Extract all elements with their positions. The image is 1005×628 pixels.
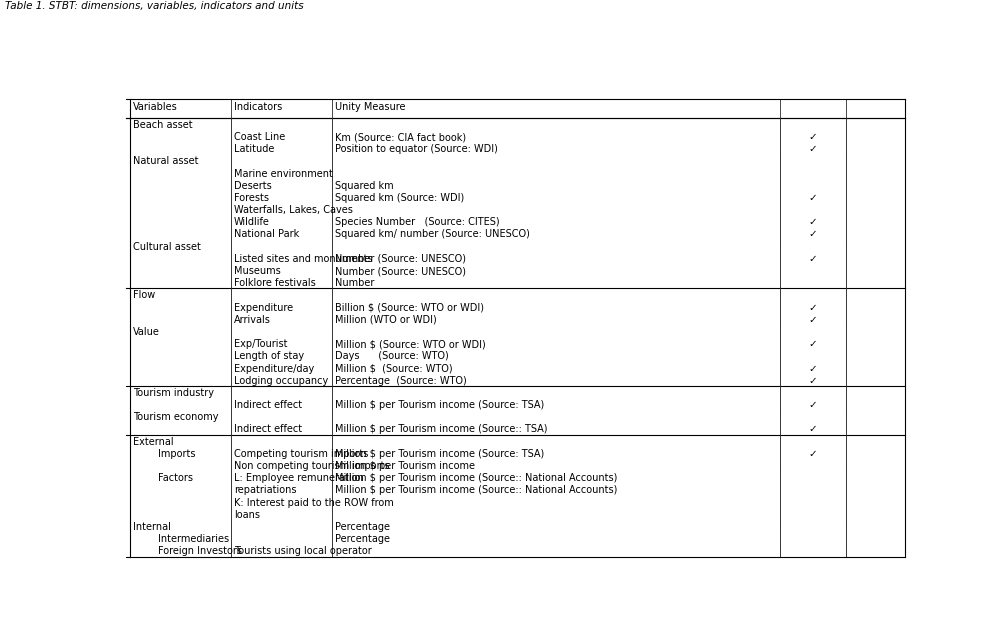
Text: Length of stay: Length of stay	[234, 351, 305, 361]
Text: Non competing tourism imports: Non competing tourism imports	[234, 461, 390, 471]
Text: Million $ per Tourism income (Source: TSA): Million $ per Tourism income (Source: TS…	[335, 449, 545, 459]
Text: Forests: Forests	[234, 193, 269, 203]
Text: ✓: ✓	[809, 425, 817, 435]
Text: repatriations: repatriations	[234, 485, 296, 495]
Text: Tourism industry: Tourism industry	[133, 388, 214, 398]
Text: ✓: ✓	[809, 376, 817, 386]
Text: Listed sites and monuments: Listed sites and monuments	[234, 254, 373, 264]
Text: Unity Measure: Unity Measure	[335, 102, 406, 112]
Text: ✓: ✓	[809, 144, 817, 154]
Text: K: Interest paid to the ROW from: K: Interest paid to the ROW from	[234, 497, 394, 507]
Text: Number: Number	[335, 278, 375, 288]
Text: ✓: ✓	[809, 364, 817, 374]
Text: ✓: ✓	[809, 400, 817, 410]
Text: Tourists using local operator: Tourists using local operator	[234, 546, 372, 556]
Text: Squared km: Squared km	[335, 181, 394, 191]
Text: Species Number   (Source: CITES): Species Number (Source: CITES)	[335, 217, 499, 227]
Text: Coast Line: Coast Line	[234, 132, 285, 142]
Text: Value: Value	[133, 327, 160, 337]
Text: Deserts: Deserts	[234, 181, 271, 191]
Text: ✓: ✓	[809, 217, 817, 227]
Text: Table 1. STBT: dimensions, variables, indicators and units: Table 1. STBT: dimensions, variables, in…	[5, 1, 304, 11]
Text: ✓: ✓	[809, 132, 817, 142]
Text: Factors: Factors	[133, 473, 193, 483]
Text: Lodging occupancy: Lodging occupancy	[234, 376, 329, 386]
Text: ✓: ✓	[809, 339, 817, 349]
Text: Flow: Flow	[133, 290, 155, 300]
Text: ✓: ✓	[809, 449, 817, 459]
Text: Indicators: Indicators	[234, 102, 282, 112]
Text: Number (Source: UNESCO): Number (Source: UNESCO)	[335, 266, 466, 276]
Text: Million $ per Tourism income (Source: TSA): Million $ per Tourism income (Source: TS…	[335, 400, 545, 410]
Text: Beach asset: Beach asset	[133, 120, 192, 130]
Text: Million $ (Source: WTO or WDI): Million $ (Source: WTO or WDI)	[335, 339, 485, 349]
Text: ✓: ✓	[809, 193, 817, 203]
Text: Percentage: Percentage	[335, 522, 390, 532]
Text: Expenditure: Expenditure	[234, 303, 293, 313]
Text: External: External	[133, 436, 173, 447]
Text: Million $ per Tourism income (Source:: National Accounts): Million $ per Tourism income (Source:: N…	[335, 485, 617, 495]
Text: Km (Source: CIA fact book): Km (Source: CIA fact book)	[335, 132, 466, 142]
Text: Latitude: Latitude	[234, 144, 274, 154]
Text: Wildlife: Wildlife	[234, 217, 269, 227]
Text: loans: loans	[234, 510, 260, 520]
Text: Tourism economy: Tourism economy	[133, 412, 218, 422]
Text: Million $ per Tourism income: Million $ per Tourism income	[335, 461, 475, 471]
Text: Percentage: Percentage	[335, 534, 390, 544]
Text: ✓: ✓	[809, 229, 817, 239]
Text: Days      (Source: WTO): Days (Source: WTO)	[335, 351, 449, 361]
Text: Arrivals: Arrivals	[234, 315, 270, 325]
Text: Million $ per Tourism income (Source:: National Accounts): Million $ per Tourism income (Source:: N…	[335, 473, 617, 483]
Text: Million $ per Tourism income (Source:: TSA): Million $ per Tourism income (Source:: T…	[335, 425, 548, 435]
Text: Squared km (Source: WDI): Squared km (Source: WDI)	[335, 193, 464, 203]
Text: Cultural asset: Cultural asset	[133, 242, 201, 252]
Text: Indirect effect: Indirect effect	[234, 425, 303, 435]
Text: Marine environment: Marine environment	[234, 168, 333, 178]
Text: Internal: Internal	[133, 522, 171, 532]
Text: Waterfalls, Lakes, Caves: Waterfalls, Lakes, Caves	[234, 205, 353, 215]
Text: Percentage  (Source: WTO): Percentage (Source: WTO)	[335, 376, 467, 386]
Text: Intermediaries: Intermediaries	[133, 534, 229, 544]
Text: Natural asset: Natural asset	[133, 156, 198, 166]
Text: Museums: Museums	[234, 266, 280, 276]
Text: Folklore festivals: Folklore festivals	[234, 278, 316, 288]
Text: Competing tourism imports: Competing tourism imports	[234, 449, 368, 459]
Text: Billion $ (Source: WTO or WDI): Billion $ (Source: WTO or WDI)	[335, 303, 484, 313]
Text: Indirect effect: Indirect effect	[234, 400, 303, 410]
Text: ✓: ✓	[809, 254, 817, 264]
Text: Number (Source: UNESCO): Number (Source: UNESCO)	[335, 254, 466, 264]
Text: Foreign Investors: Foreign Investors	[133, 546, 241, 556]
Text: Variables: Variables	[133, 102, 178, 112]
Text: National Park: National Park	[234, 229, 299, 239]
Text: Imports: Imports	[133, 449, 195, 459]
Text: Position to equator (Source: WDI): Position to equator (Source: WDI)	[335, 144, 498, 154]
Text: Expenditure/day: Expenditure/day	[234, 364, 315, 374]
Text: Squared km/ number (Source: UNESCO): Squared km/ number (Source: UNESCO)	[335, 229, 530, 239]
Text: Million (WTO or WDI): Million (WTO or WDI)	[335, 315, 437, 325]
Text: ✓: ✓	[809, 315, 817, 325]
Text: Million $  (Source: WTO): Million $ (Source: WTO)	[335, 364, 453, 374]
Text: L: Employee remuneration: L: Employee remuneration	[234, 473, 364, 483]
Text: Exp/Tourist: Exp/Tourist	[234, 339, 287, 349]
Text: ✓: ✓	[809, 303, 817, 313]
